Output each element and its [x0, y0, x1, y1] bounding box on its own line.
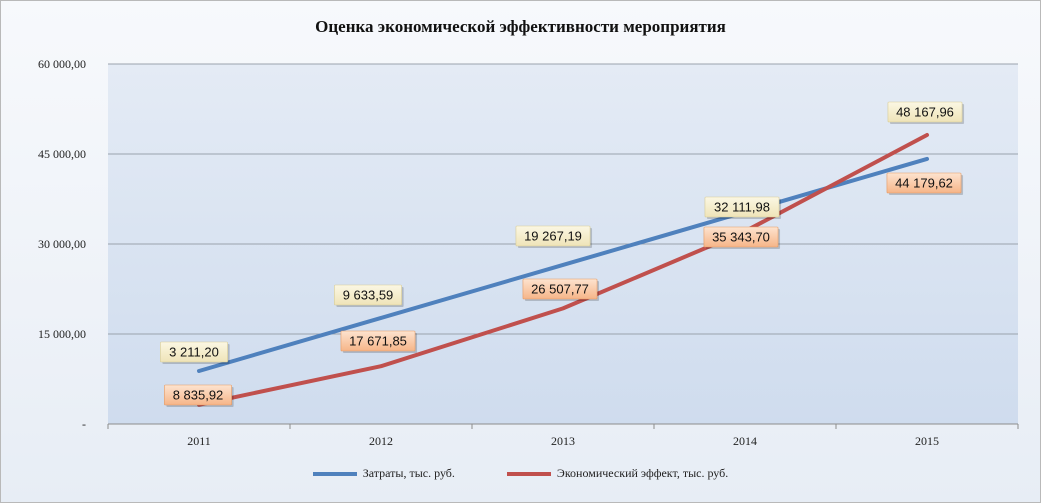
- data-label: 3 211,20: [160, 341, 230, 364]
- data-label-box: [887, 101, 963, 123]
- data-label: 48 167,96: [887, 101, 965, 124]
- data-label-text: 8 835,92: [173, 388, 224, 403]
- legend-swatch-costs: [312, 471, 357, 476]
- data-label-text: 9 633,59: [343, 288, 394, 303]
- y-tick-label: -: [82, 417, 86, 431]
- data-label-box: [515, 225, 591, 247]
- chart-title: Оценка экономической эффективности мероп…: [315, 17, 726, 36]
- legend-label-effect: Экономический эффект, тыс. руб.: [556, 466, 729, 480]
- legend: Затраты, тыс. руб. Экономический эффект,…: [0, 466, 1041, 481]
- data-label: 9 633,59: [334, 284, 404, 307]
- legend-swatch-effect: [506, 471, 551, 476]
- data-label: 32 111,98: [704, 196, 782, 219]
- data-label: 35 343,70: [703, 226, 781, 249]
- data-label-text: 17 671,85: [349, 334, 407, 349]
- x-tick-label: 2014: [733, 434, 757, 448]
- series-line-1: [197, 132, 929, 407]
- data-label: 8 835,92: [164, 384, 234, 407]
- data-label-box: [886, 172, 962, 194]
- legend-item-costs: Затраты, тыс. руб.: [312, 466, 455, 481]
- legend-item-effect: Экономический эффект, тыс. руб.: [506, 466, 729, 481]
- y-tick-label: 60 000,00: [38, 57, 86, 71]
- x-tick-label: 2011: [187, 434, 211, 448]
- data-label: 26 507,77: [522, 278, 600, 301]
- x-tick-label: 2012: [369, 434, 393, 448]
- data-label-box: [704, 196, 780, 218]
- data-label-box: [340, 330, 416, 352]
- y-tick-label: 45 000,00: [38, 147, 86, 161]
- data-label-text: 44 179,62: [895, 176, 953, 191]
- data-label-text: 48 167,96: [896, 105, 954, 120]
- legend-label-costs: Затраты, тыс. руб.: [362, 466, 455, 480]
- data-label-text: 32 111,98: [714, 200, 770, 215]
- data-label-box: [334, 284, 402, 306]
- data-label: 17 671,85: [340, 330, 418, 353]
- data-label-box: [160, 341, 228, 363]
- x-tick-label: 2013: [551, 434, 575, 448]
- y-tick-label: 15 000,00: [38, 327, 86, 341]
- data-label-text: 26 507,77: [531, 282, 589, 297]
- y-tick-label: 30 000,00: [38, 237, 86, 251]
- data-label-box: [164, 384, 232, 406]
- data-label-box: [522, 278, 598, 300]
- data-label-text: 3 211,20: [169, 345, 219, 360]
- data-label-text: 35 343,70: [712, 230, 770, 245]
- series-line-0: [197, 156, 929, 373]
- data-label-text: 19 267,19: [524, 229, 582, 244]
- data-label: 19 267,19: [515, 225, 593, 248]
- x-tick-label: 2015: [915, 434, 939, 448]
- data-label-box: [703, 226, 779, 248]
- data-label: 44 179,62: [886, 172, 964, 195]
